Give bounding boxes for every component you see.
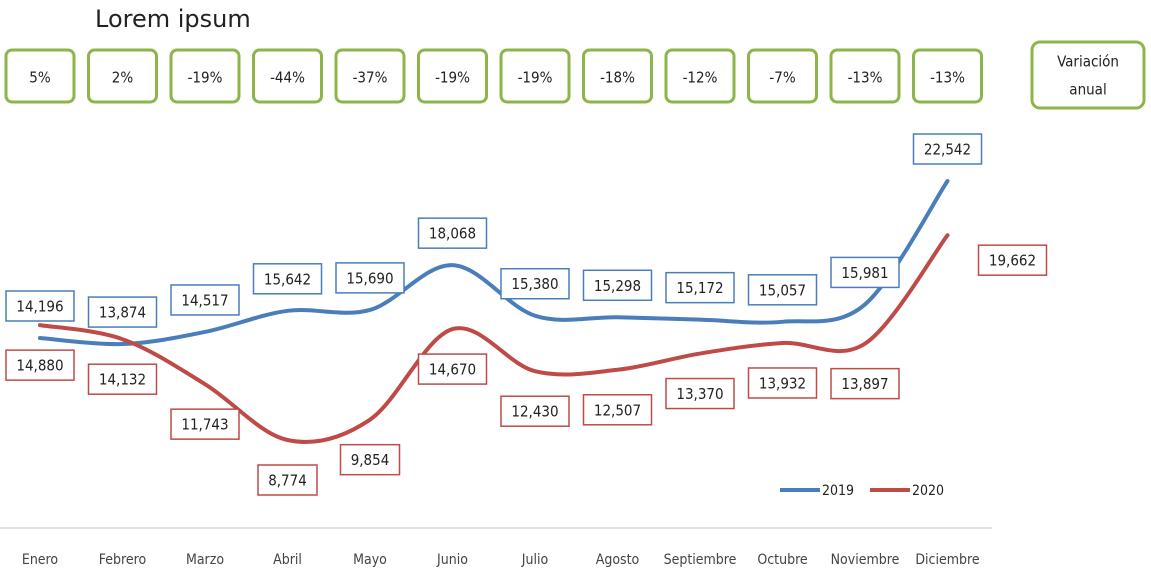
data-label: 9,854 [351,451,390,469]
data-label: 15,172 [676,279,723,297]
data-label: 13,897 [841,375,888,393]
variation-label: -13% [848,69,883,87]
data-label: 18,068 [429,225,476,243]
data-label-box [87,363,158,395]
data-label-box [257,464,318,496]
x-tick-label: Octubre [757,552,808,568]
data-label: 14,132 [99,371,146,389]
variation-box [334,48,406,104]
data-label-box [582,394,653,426]
variation-label: -7% [769,69,795,87]
variation-label: -19% [435,69,470,87]
legend-label: 2019 [822,483,854,499]
x-tick-label: Marzo [186,552,224,568]
data-label-box [87,296,158,328]
data-label-box [417,353,488,385]
variation-label: -19% [518,69,553,87]
data-label-box [582,269,653,302]
x-tick-label: Abril [273,552,302,568]
x-tick-label: Noviembre [831,552,900,568]
data-label-box [500,395,570,427]
variation-box [169,48,241,104]
data-label-box [830,367,900,400]
variation-box [664,48,736,104]
x-tick-label: Enero [22,552,59,568]
data-label-box [912,133,983,165]
data-label: 14,196 [16,298,63,316]
chart-title: Lorem ipsum [95,5,251,33]
variation-label: -44% [270,69,305,87]
data-label: 14,880 [16,357,63,375]
data-label-box [5,349,75,381]
data-label: 12,507 [594,401,641,419]
line [38,179,950,347]
variation-box [582,48,653,104]
data-label: 15,380 [511,275,558,293]
variation-box [252,48,323,104]
variation-title: Variación [1057,53,1119,71]
variation-label: -19% [188,69,223,87]
data-label: 22,542 [924,141,971,159]
variation-box [87,48,158,104]
data-label-box [747,274,818,306]
data-label: 13,874 [99,304,146,322]
line [38,233,950,444]
x-tick-label: Septiembre [664,552,737,568]
data-label-box [252,263,323,295]
variation-box [417,48,488,104]
data-label: 12,430 [511,403,558,421]
variation-label: -13% [930,69,965,87]
data-label-box [335,262,405,294]
data-label: 8,774 [268,472,307,490]
variation-box [747,48,818,104]
data-label-box [5,290,75,322]
variation-label: -37% [353,69,388,87]
variation-box [829,48,901,104]
x-tick-label: Agosto [596,552,640,568]
variation-label: -12% [683,69,718,87]
data-label: 15,981 [841,264,888,282]
variation-box [499,48,571,104]
data-label-box [830,256,900,289]
data-label: 14,670 [429,361,476,379]
data-label: 15,298 [594,277,641,295]
data-label: 14,517 [181,291,228,309]
data-label-box [417,217,488,249]
variation-label: -18% [600,69,635,87]
data-label: 19,662 [989,252,1036,270]
variation-box [4,48,76,104]
variation-title-box [1030,40,1146,110]
data-label: 15,057 [759,281,806,299]
variation-box [912,48,983,104]
data-label-box [500,267,570,300]
x-tick-label: Julio [521,552,549,568]
x-tick-label: Diciembre [915,552,980,568]
variation-title: anual [1069,81,1106,99]
x-tick-label: Junio [436,552,468,568]
data-label-box [665,271,735,304]
data-label-box [977,244,1048,276]
data-label: 11,743 [181,416,228,434]
data-label-box [170,284,240,316]
variation-label: 5% [29,69,51,87]
data-label-box [665,377,735,410]
x-tick-label: Mayo [353,552,387,568]
data-label: 13,370 [676,385,723,403]
data-label-box [339,443,401,476]
data-label-box [747,367,818,399]
legend-label: 2020 [912,483,944,499]
data-label: 15,642 [264,270,311,288]
data-label: 15,690 [346,269,393,287]
data-label: 13,932 [759,374,806,392]
data-label-box [170,408,240,440]
variation-label: 2% [112,69,134,87]
x-tick-label: Febrero [99,552,147,568]
